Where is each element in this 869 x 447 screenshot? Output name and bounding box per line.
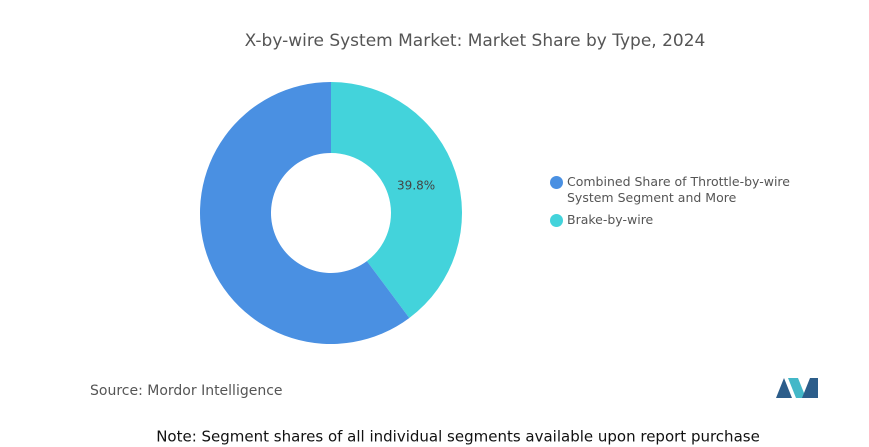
legend-label: Combined Share of Throttle-by-wire Syste…	[567, 174, 790, 205]
note: Note: Segment shares of all individual s…	[156, 428, 760, 446]
logo	[776, 378, 818, 398]
slice	[331, 82, 463, 319]
legend-swatch	[550, 214, 563, 227]
legend: Combined Share of Throttle-by-wire Syste…	[550, 174, 850, 234]
legend-swatch	[550, 176, 563, 189]
source: Source: Mordor Intelligence	[90, 383, 283, 399]
legend-label: Brake-by-wire	[567, 212, 654, 227]
chart-title: X-by-wire System Market: Market Share by…	[245, 31, 706, 51]
donut: 39.8%	[200, 82, 463, 344]
legend-item: Combined Share of Throttle-by-wire Syste…	[550, 174, 850, 206]
slice	[200, 82, 410, 344]
data-label: 39.8%	[397, 178, 435, 192]
legend-item: Brake-by-wire	[550, 212, 850, 228]
